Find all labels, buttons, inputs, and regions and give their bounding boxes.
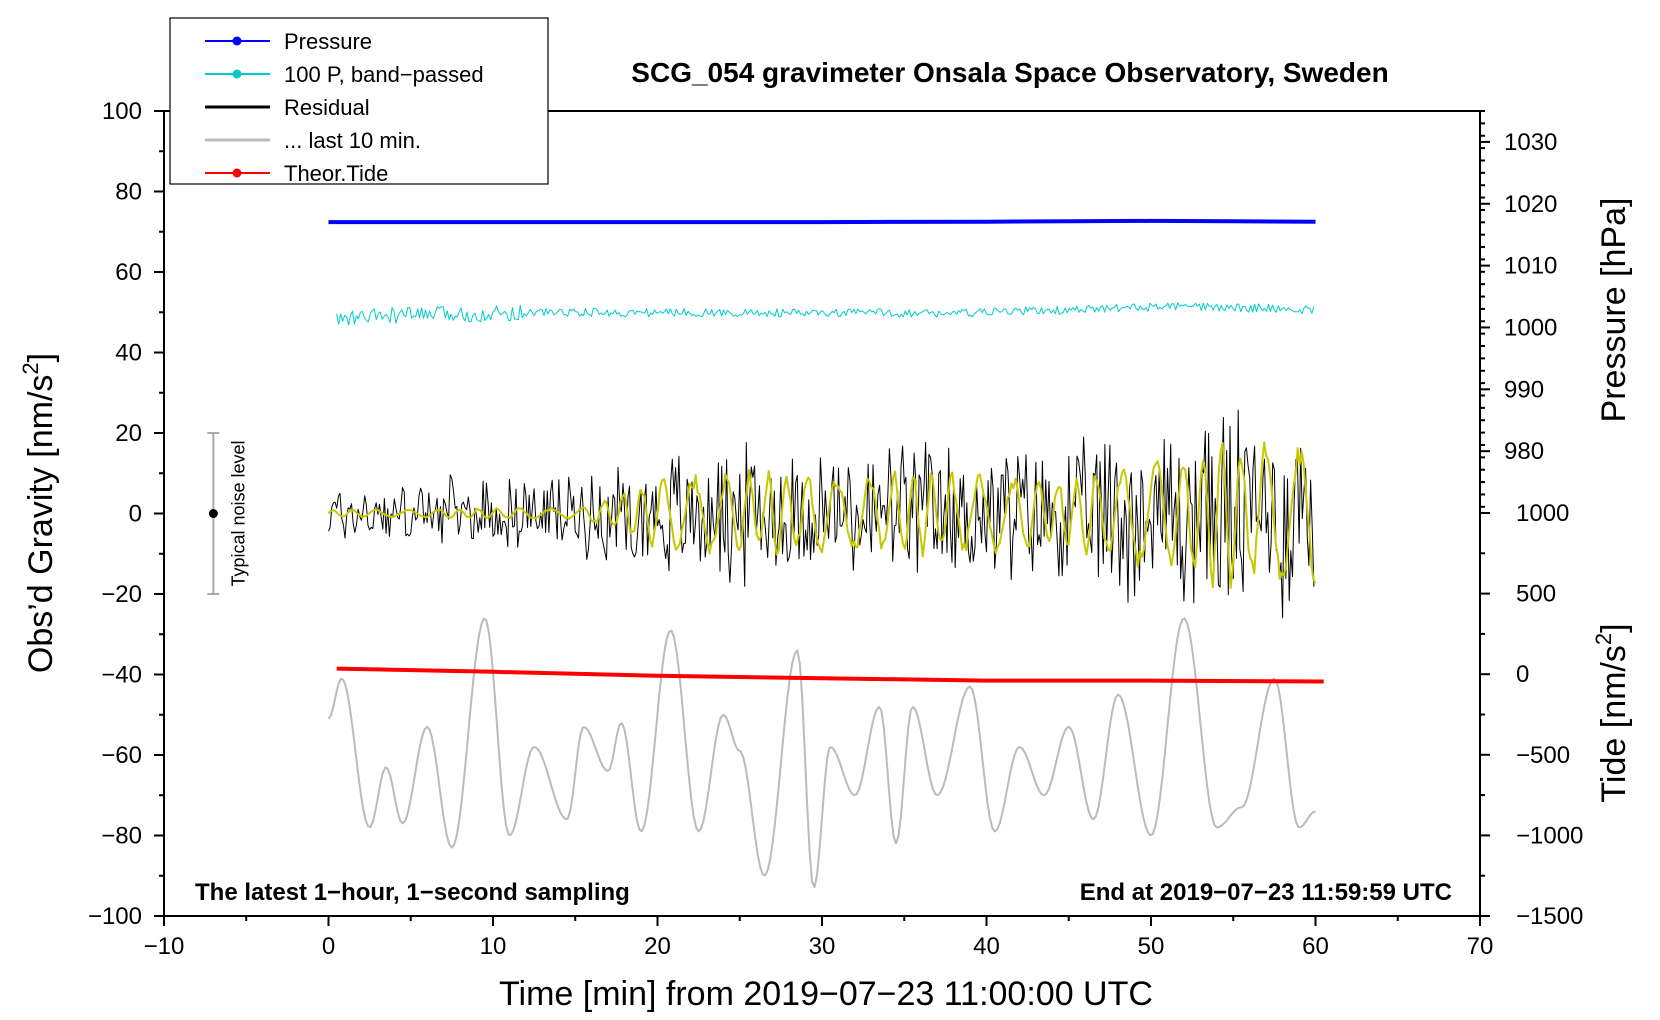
x-tick-label: 20 bbox=[644, 933, 671, 960]
y-tick-label: 100 bbox=[102, 98, 142, 125]
note-sampling: The latest 1−hour, 1−second sampling bbox=[195, 879, 630, 906]
tide-tick-label: 500 bbox=[1516, 581, 1556, 608]
pressure-tick-label: 980 bbox=[1504, 438, 1544, 465]
y-tick-label: −20 bbox=[101, 581, 142, 608]
legend-marker bbox=[232, 168, 242, 178]
legend-label: 100 P, band−passed bbox=[284, 62, 484, 87]
y-tick-label: 20 bbox=[115, 420, 142, 447]
noise-label: Typical noise level bbox=[228, 440, 248, 586]
x-axis-ticks: −10 0 10 20 30 40 50 60 70 bbox=[144, 916, 1494, 960]
pressure-tick-label: 1000 bbox=[1504, 314, 1557, 341]
noise-bar-dot bbox=[208, 509, 218, 518]
pressure-tick-label: 990 bbox=[1504, 376, 1544, 403]
pressure-tick-label: 1030 bbox=[1504, 129, 1557, 156]
series-band-passed-pressure bbox=[336, 302, 1315, 326]
tide-tick-label: 1000 bbox=[1516, 500, 1569, 527]
legend: Pressure 100 P, band−passed Residual ... la… bbox=[169, 17, 549, 186]
pressure-axis-ticks: 980 990 1000 1010 1020 1030 bbox=[1480, 110, 1557, 508]
y-tick-label: 0 bbox=[129, 501, 142, 528]
pressure-tick-label: 1010 bbox=[1504, 253, 1557, 280]
chart-title: SCG_054 gravimeter Onsala Space Observat… bbox=[631, 57, 1388, 88]
legend-label: Residual bbox=[284, 95, 370, 120]
legend-marker bbox=[232, 36, 242, 46]
y-tick-label: −80 bbox=[101, 823, 142, 850]
x-tick-label: −10 bbox=[144, 933, 185, 960]
y-tick-label: 80 bbox=[115, 179, 142, 206]
y-axis-title-tide: Tide [nm/s2] bbox=[1591, 623, 1633, 802]
x-tick-label: 70 bbox=[1467, 933, 1494, 960]
y-tick-label: −100 bbox=[88, 903, 142, 930]
legend-label: Pressure bbox=[284, 29, 372, 54]
pressure-tick-label: 1020 bbox=[1504, 191, 1557, 218]
tide-tick-label: −1500 bbox=[1516, 903, 1583, 930]
x-tick-label: 30 bbox=[809, 933, 836, 960]
x-tick-label: 40 bbox=[973, 933, 1000, 960]
tide-tick-label: −500 bbox=[1516, 742, 1570, 769]
y-axis-title-gravity: Obs’d Gravity [nm/s2] bbox=[18, 353, 60, 673]
y-tick-label: −40 bbox=[101, 662, 142, 689]
tide-axis-ticks: −1500 −1000 −500 0 500 1000 bbox=[1480, 500, 1583, 930]
legend-marker bbox=[232, 69, 242, 79]
x-tick-label: 0 bbox=[322, 933, 335, 960]
y-tick-label: 60 bbox=[115, 259, 142, 286]
series-theoretical-tide bbox=[336, 666, 1324, 684]
x-tick-label: 60 bbox=[1302, 933, 1329, 960]
legend-box bbox=[169, 17, 549, 185]
x-tick-label: 10 bbox=[480, 933, 507, 960]
note-end-time: End at 2019−07−23 11:59:59 UTC bbox=[1080, 879, 1452, 906]
legend-label: Theor.Tide bbox=[284, 161, 388, 186]
y-axis-title-pressure: Pressure [hPa] bbox=[1595, 198, 1633, 423]
typical-noise-bar: Typical noise level bbox=[207, 432, 248, 595]
tide-tick-label: 0 bbox=[1516, 661, 1529, 688]
x-axis-title: Time [min] from 2019−07−23 11:00:00 UTC bbox=[499, 975, 1153, 1013]
series-residual bbox=[328, 409, 1315, 619]
series-residual-filtered bbox=[327, 441, 1317, 589]
legend-label: ... last 10 min. bbox=[284, 128, 421, 153]
series-layer bbox=[327, 218, 1324, 888]
x-tick-label: 50 bbox=[1138, 933, 1165, 960]
y-tick-label: 40 bbox=[115, 340, 142, 367]
tide-tick-label: −1000 bbox=[1516, 822, 1583, 849]
y-axis-ticks: −100 −80 −60 −40 −20 0 20 40 60 80 100 bbox=[88, 98, 164, 930]
y-tick-label: −60 bbox=[101, 742, 142, 769]
series-pressure bbox=[328, 218, 1316, 225]
